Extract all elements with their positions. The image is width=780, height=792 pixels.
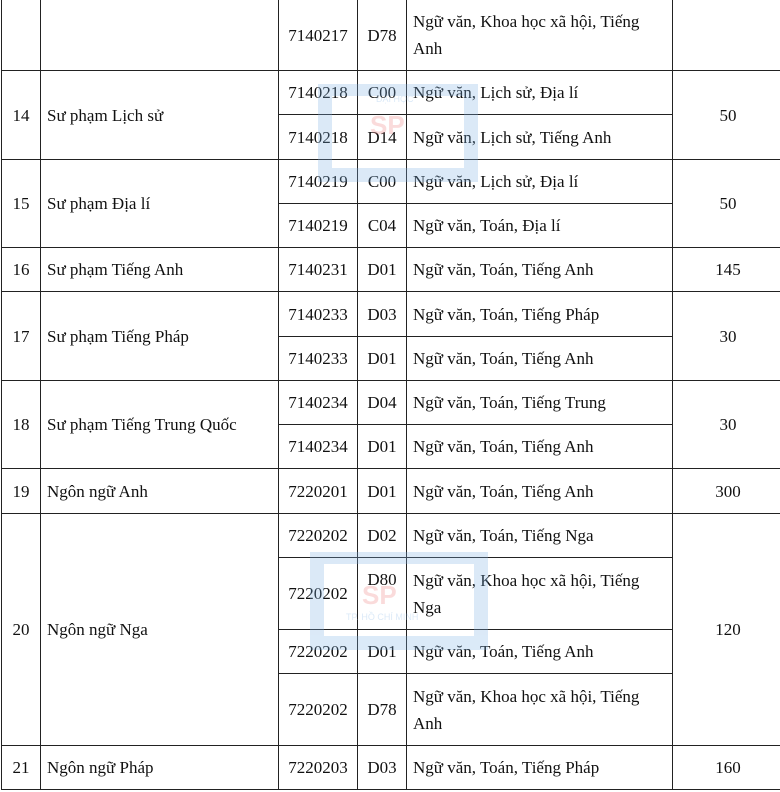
combination-code: D01: [357, 247, 407, 292]
quota: 120: [672, 513, 780, 746]
program-code: 7220202: [278, 557, 358, 630]
program-name: Sư phạm Tiếng Anh: [40, 247, 279, 292]
table-row: 20 Ngôn ngữ Nga 7220202 D02 Ngữ văn, Toán, T…: [1, 513, 780, 746]
row-number: 19: [1, 468, 41, 514]
table-row: 16 Sư phạm Tiếng Anh 7140231 D01 Ngữ văn, To…: [1, 247, 780, 292]
program-code: 7140233: [278, 336, 358, 381]
program-code: 7140218: [278, 114, 358, 160]
row-number: [1, 0, 41, 71]
quota: 145: [672, 247, 780, 292]
combination-code: D78: [357, 0, 407, 71]
subjects: Ngữ văn, Khoa học xã hội, Tiếng Anh: [406, 673, 673, 746]
quota: 50: [672, 70, 780, 160]
table-row: 7140217 D78 Ngữ văn, Khoa học xã hội, Tiến…: [1, 0, 780, 71]
subjects: Ngữ văn, Toán, Tiếng Anh: [406, 424, 673, 469]
table-row: 7140233 D01 Ngữ văn, Toán, Tiếng Anh: [2, 336, 780, 381]
table-row: 19 Ngôn ngữ Anh 7220201 D01 Ngữ văn, Toán, T…: [1, 468, 780, 514]
table-row: 21 Ngôn ngữ Pháp 7220203 D03 Ngữ văn, Toán, …: [1, 745, 780, 790]
program-code: 7140231: [278, 247, 358, 292]
row-number: 17: [1, 291, 41, 381]
program-code: 7140234: [278, 424, 358, 469]
combination-code: D14: [357, 114, 407, 160]
subjects: Ngữ văn, Toán, Tiếng Anh: [406, 336, 673, 381]
combination-code: C00: [357, 159, 407, 204]
program-code: 7140233: [278, 291, 358, 337]
program-name: Ngôn ngữ Anh: [40, 468, 279, 514]
row-number: 20: [1, 513, 41, 746]
program-code: 7220202: [278, 513, 358, 558]
combination-code: C04: [357, 203, 407, 248]
row-number: 16: [1, 247, 41, 292]
subjects: Ngữ văn, Toán, Tiếng Pháp: [406, 291, 673, 337]
table-row: 14 Sư phạm Lịch sử 7140218 C00 Ngữ văn, Lịch…: [1, 70, 780, 160]
row-number: 21: [1, 745, 41, 790]
combination-code: D01: [357, 336, 407, 381]
subjects: Ngữ văn, Khoa học xã hội, Tiếng Nga: [406, 557, 673, 630]
program-name: [40, 0, 279, 71]
program-code: 7220202: [278, 629, 358, 674]
combination-code: D03: [357, 745, 407, 790]
row-number: 15: [1, 159, 41, 248]
combination-code: D78: [357, 673, 407, 746]
program-code: 7220201: [278, 468, 358, 514]
combination-code: D01: [357, 629, 407, 674]
table-row: 15 Sư phạm Địa lí 7140219 C00 Ngữ văn, Lịch …: [1, 159, 780, 248]
table-row: 7220202 D80 Ngữ văn, Khoa học xã hội, Tiến…: [2, 557, 780, 630]
program-code: 7220202: [278, 673, 358, 746]
subjects: Ngữ văn, Khoa học xã hội, Tiếng Anh: [406, 0, 673, 71]
table-row: 7220202 D01 Ngữ văn, Toán, Tiếng Anh: [2, 629, 780, 674]
combination-code: C00: [357, 70, 407, 115]
program-name: Sư phạm Tiếng Trung Quốc: [40, 380, 279, 469]
subjects: Ngữ văn, Toán, Tiếng Anh: [406, 247, 673, 292]
quota: 30: [672, 291, 780, 381]
subjects: Ngữ văn, Lịch sử, Địa lí: [406, 159, 673, 204]
quota: 300: [672, 468, 780, 514]
combination-code: D03: [357, 291, 407, 337]
subjects: Ngữ văn, Toán, Tiếng Anh: [406, 629, 673, 674]
subjects: Ngữ văn, Toán, Tiếng Nga: [406, 513, 673, 558]
combination-code: D01: [357, 468, 407, 514]
program-name: Sư phạm Lịch sử: [40, 70, 279, 160]
program-code: 7140218: [278, 70, 358, 115]
combination-code: D80: [357, 557, 407, 630]
program-code: 7140217: [278, 0, 358, 71]
table-row: 7140219 C04 Ngữ văn, Toán, Địa lí: [2, 203, 780, 248]
program-code: 7220203: [278, 745, 358, 790]
combination-code: D04: [357, 380, 407, 425]
quota: 160: [672, 745, 780, 790]
subjects: Ngữ văn, Toán, Tiếng Anh: [406, 468, 673, 514]
program-name: Ngôn ngữ Nga: [40, 513, 279, 746]
program-name: Sư phạm Địa lí: [40, 159, 279, 248]
subjects: Ngữ văn, Toán, Địa lí: [406, 203, 673, 248]
table-row: 18 Sư phạm Tiếng Trung Quốc 7140234 D04 Ngữ …: [1, 380, 780, 469]
row-number: 18: [1, 380, 41, 469]
quota: [672, 0, 780, 71]
program-code: 7140219: [278, 159, 358, 204]
table-row: 7220202 D78 Ngữ văn, Khoa học xã hội, Tiến…: [2, 673, 780, 746]
program-name: Ngôn ngữ Pháp: [40, 745, 279, 790]
row-number: 14: [1, 70, 41, 160]
program-code: 7140234: [278, 380, 358, 425]
table-row: 17 Sư phạm Tiếng Pháp 7140233 D03 Ngữ văn, T…: [1, 291, 780, 381]
quota: 30: [672, 380, 780, 469]
combination-code: D02: [357, 513, 407, 558]
subjects: Ngữ văn, Lịch sử, Địa lí: [406, 70, 673, 115]
combination-code: D01: [357, 424, 407, 469]
table-row: 7140218 D14 Ngữ văn, Lịch sử, Tiếng Anh: [2, 114, 780, 160]
subjects: Ngữ văn, Lịch sử, Tiếng Anh: [406, 114, 673, 160]
table-row: 7140234 D01 Ngữ văn, Toán, Tiếng Anh: [2, 424, 780, 469]
subjects: Ngữ văn, Toán, Tiếng Pháp: [406, 745, 673, 790]
quota: 50: [672, 159, 780, 248]
program-code: 7140219: [278, 203, 358, 248]
subjects: Ngữ văn, Toán, Tiếng Trung: [406, 380, 673, 425]
program-name: Sư phạm Tiếng Pháp: [40, 291, 279, 381]
